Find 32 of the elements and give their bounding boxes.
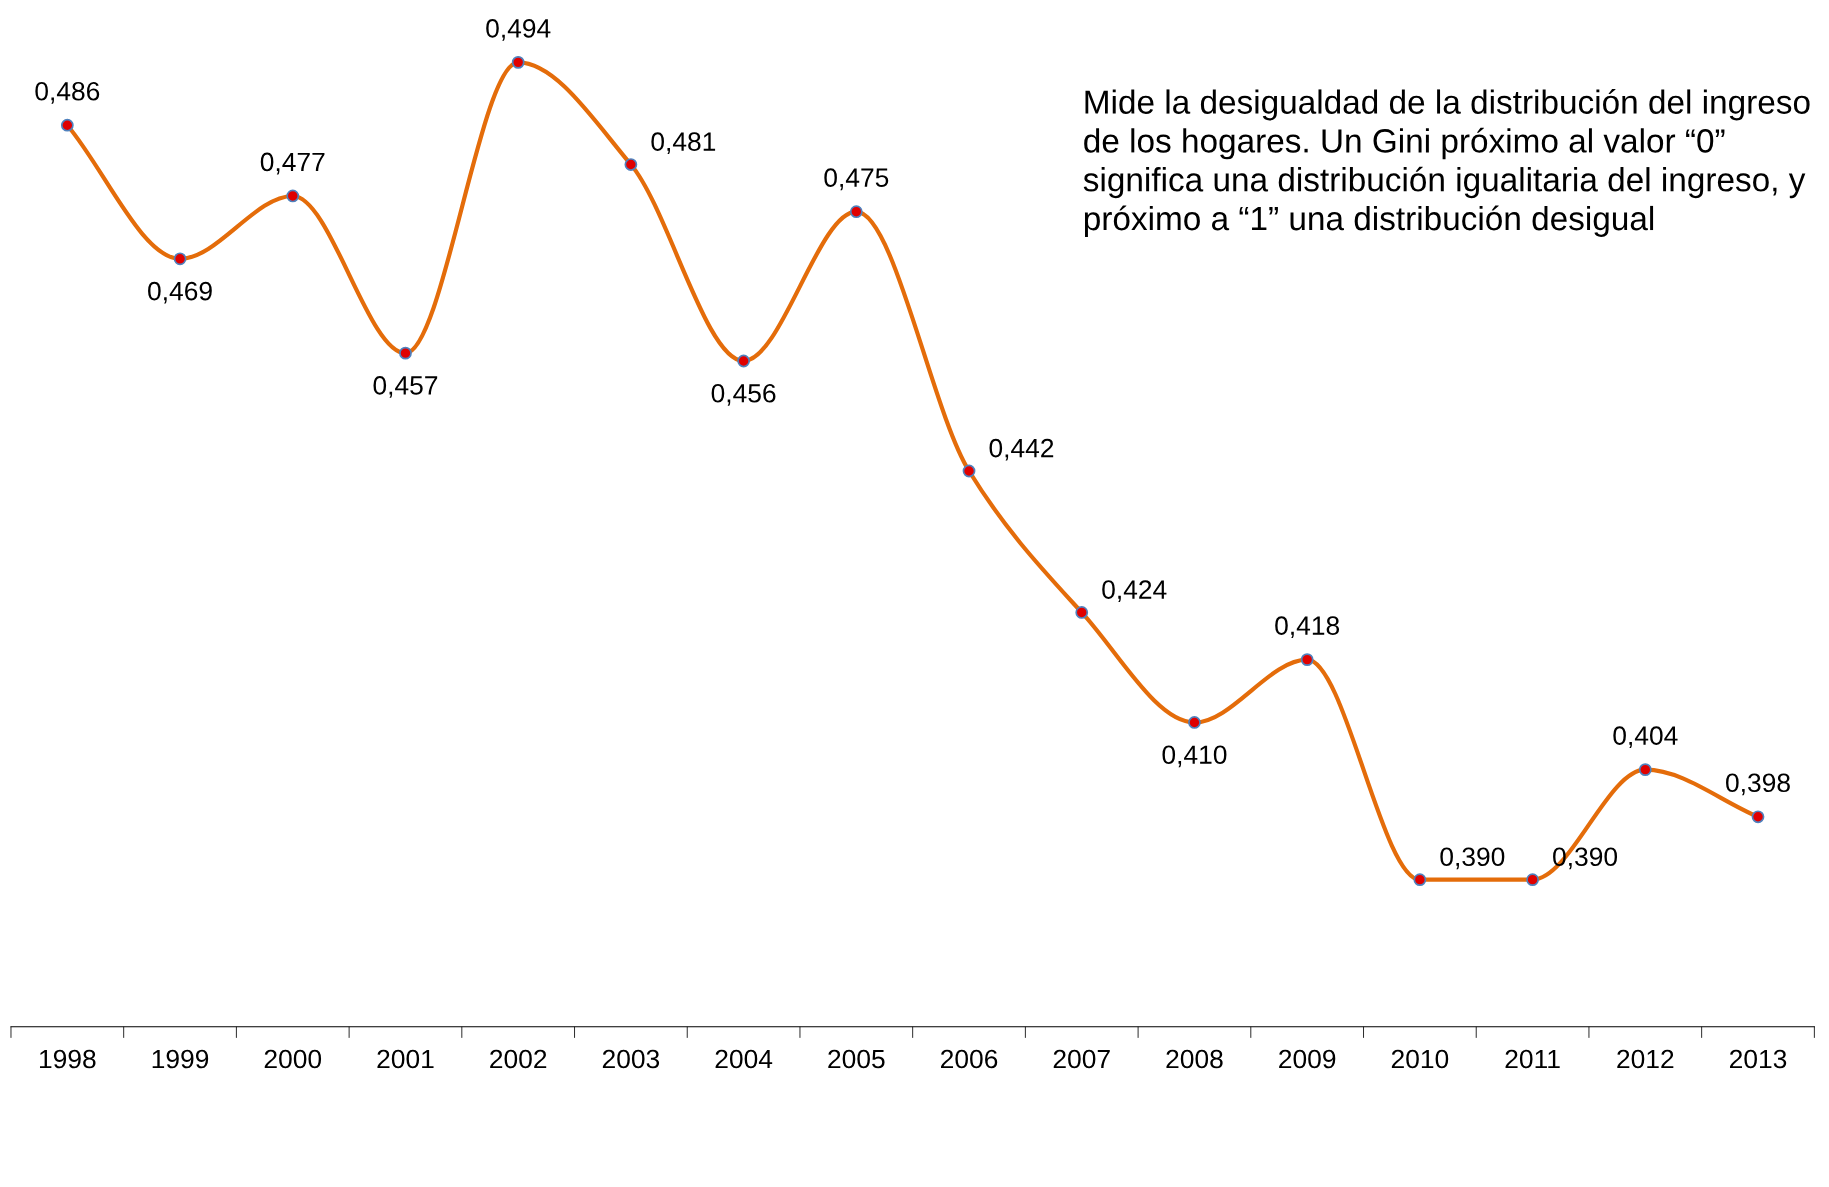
annotation: Mide la desigualdad de la distribución del ingreso de los hogares. Un Gini próximo al valor “0” significa una distribución igualitaria del ingreso, y próximo a “1” una distribución desigual	[1083, 89, 1810, 237]
data-label: 0,456	[711, 383, 776, 406]
data-label: 0,442	[989, 438, 1054, 461]
data-label: 0,481	[651, 132, 716, 155]
data-label: 0,475	[824, 168, 889, 191]
x-tick-label: 2011	[1505, 1049, 1560, 1069]
x-tick-label: 2004	[715, 1049, 773, 1069]
x-tick-label: 1998	[39, 1049, 96, 1069]
data-label: 0,418	[1275, 616, 1340, 639]
data-label: 0,390	[1440, 847, 1505, 870]
data-label: 0,424	[1102, 580, 1167, 603]
x-tick-label: 1999	[152, 1049, 209, 1069]
x-tick-label: 2007	[1053, 1049, 1110, 1069]
data-label: 0,404	[1613, 726, 1678, 749]
x-tick-label: 2013	[1729, 1049, 1787, 1069]
data-label: 0,410	[1162, 745, 1227, 768]
x-tick-label: 2009	[1279, 1049, 1336, 1069]
data-label: 0,494	[486, 19, 551, 41]
x-tick-label: 2005	[828, 1049, 885, 1069]
x-tick-label: 2000	[264, 1049, 322, 1069]
data-label: 0,398	[1726, 773, 1790, 796]
x-tick-label: 2001	[377, 1049, 434, 1069]
x-tick-label: 2012	[1617, 1049, 1674, 1069]
x-tick-label: 2008	[1166, 1049, 1223, 1069]
data-label: 0,457	[373, 376, 438, 398]
data-label: 0,477	[260, 152, 325, 175]
x-tick-label: 2006	[941, 1049, 998, 1069]
x-tick-label: 2010	[1391, 1049, 1449, 1069]
data-label: 0,486	[35, 81, 100, 104]
x-tick-label: 2002	[490, 1049, 547, 1069]
data-label: 0,469	[148, 281, 212, 304]
x-tick-label: 2003	[602, 1049, 660, 1069]
